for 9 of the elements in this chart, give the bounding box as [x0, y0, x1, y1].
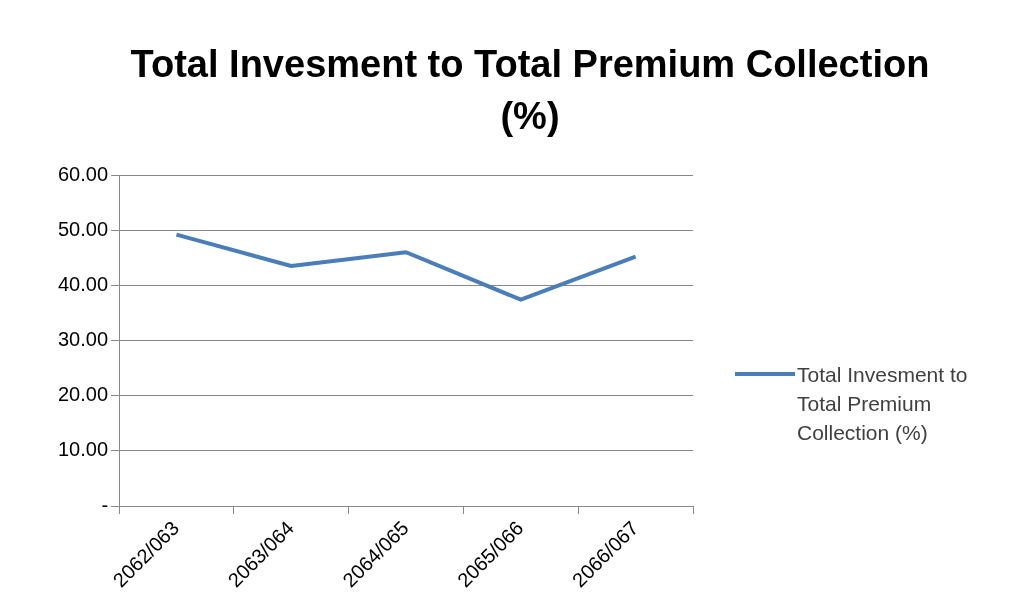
y-tick-label: 20.00 [57, 383, 109, 406]
y-tick-label: 30.00 [57, 328, 109, 351]
legend-label: Total Invesment to Total Premium Collection (%) [796, 362, 969, 446]
y-tick-label: 50.00 [57, 217, 109, 240]
chart-title: Total Invesment to Total Premium Collection (%) [129, 42, 931, 139]
y-tick-label: 60.00 [57, 162, 109, 185]
y-tick-label: 40.00 [57, 272, 109, 295]
y-tick-label: 10.00 [57, 438, 109, 461]
y-tick-label: - [101, 493, 109, 516]
